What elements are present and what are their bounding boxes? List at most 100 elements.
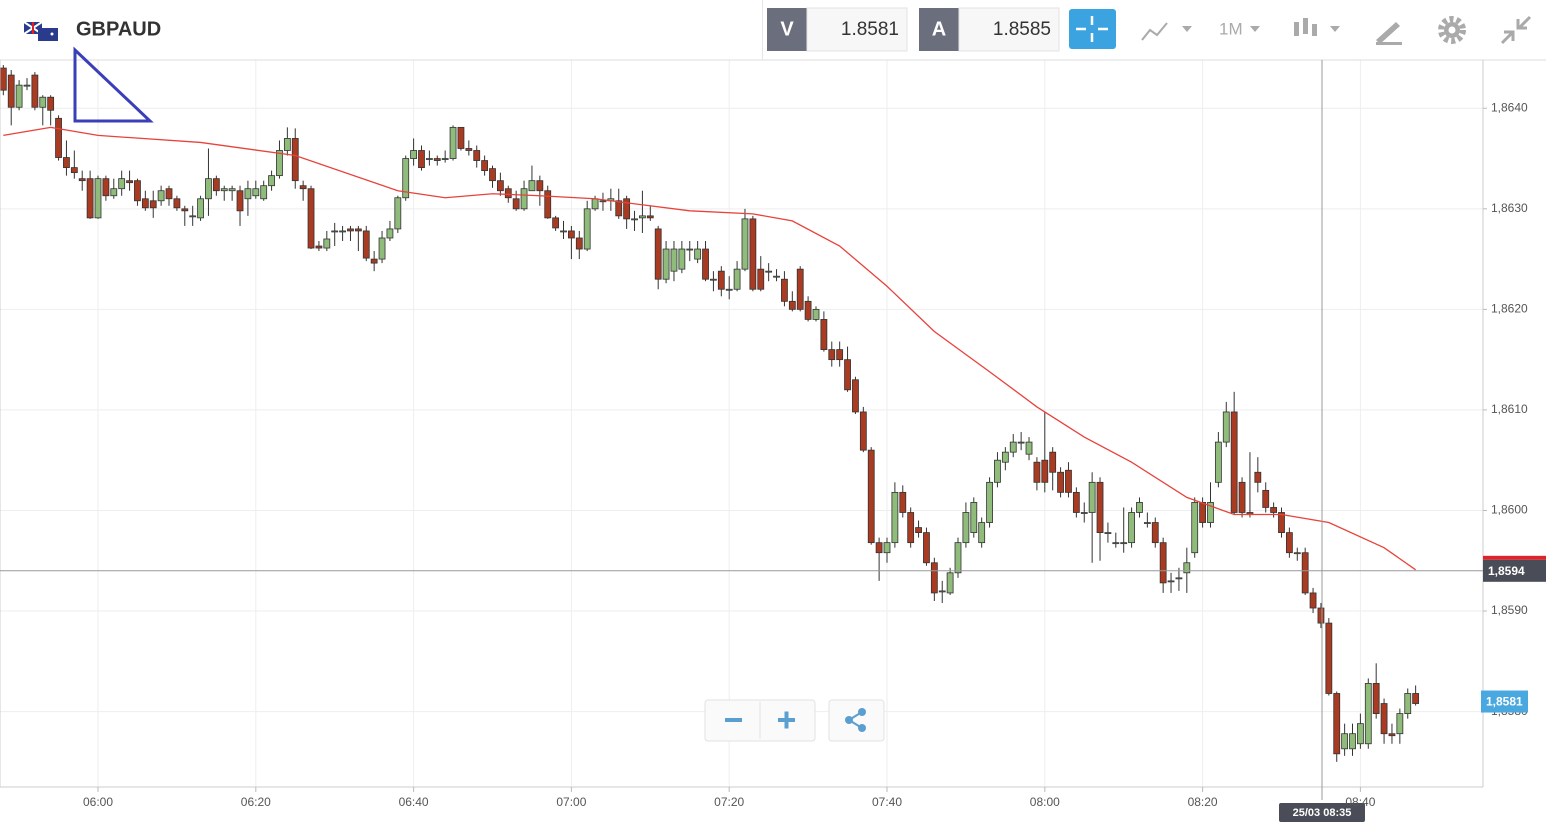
candle-body: [63, 157, 70, 168]
candle-body: [678, 248, 686, 270]
draw-tool-button[interactable]: [1376, 22, 1402, 45]
ask-badge[interactable]: [919, 8, 959, 51]
candle-body: [362, 230, 370, 259]
candle-body: [1412, 693, 1420, 704]
candle-body: [260, 185, 268, 200]
candle-body: [102, 178, 110, 197]
candle-body: [1285, 532, 1293, 554]
settings-button[interactable]: [1438, 16, 1466, 44]
ask-label: A: [932, 18, 946, 40]
candle-body: [710, 278, 717, 281]
candle-body: [86, 178, 94, 219]
crosshair-time-tag: [1279, 803, 1365, 822]
last-price: 1,8581: [1486, 695, 1523, 709]
candle-body: [386, 228, 394, 239]
bid-badge[interactable]: [767, 8, 807, 51]
candle-body: [1349, 733, 1356, 750]
candle-body: [1325, 622, 1333, 694]
candle-body: [891, 491, 899, 544]
candle-body: [765, 270, 773, 273]
candle-body: [94, 178, 102, 219]
candle-body: [23, 84, 31, 87]
candle-body: [528, 180, 536, 192]
candle-body: [323, 238, 331, 249]
candle-body: [852, 379, 859, 413]
candle-body: [749, 218, 757, 290]
candle-body: [788, 300, 796, 310]
collapse-button[interactable]: [1500, 15, 1532, 45]
candle-body: [536, 180, 544, 192]
bid-box: [806, 7, 908, 52]
crosshair-button[interactable]: [1069, 9, 1116, 49]
candle-body: [1317, 607, 1325, 624]
candle-body: [149, 200, 157, 209]
candle-body: [236, 190, 244, 212]
candle-style-button[interactable]: [1294, 18, 1340, 36]
candle-body: [583, 208, 591, 250]
x-tick-label: 06:40: [399, 795, 429, 809]
triangle-drawing[interactable]: [73, 46, 154, 123]
candle-body: [1270, 507, 1278, 513]
candle-body: [836, 349, 844, 361]
candle-body: [1009, 441, 1017, 453]
candle-body: [599, 200, 607, 203]
crosshair-time: 25/03 08:35: [1293, 807, 1352, 819]
candle-body: [662, 248, 670, 280]
candle-body: [552, 217, 560, 229]
y-tick-label: 1,8590: [1491, 603, 1528, 617]
candle-body: [907, 512, 915, 544]
candle-body: [291, 138, 299, 182]
candle-body: [1230, 411, 1238, 513]
candle-body: [276, 150, 283, 177]
crosshair-price: 1,8594: [1488, 564, 1525, 578]
candle-body: [496, 180, 504, 192]
candle-body: [1041, 459, 1049, 483]
candle-body: [1136, 502, 1143, 513]
y-tick-label: 1,8610: [1491, 402, 1528, 416]
candle-body: [773, 275, 780, 278]
candle-body: [575, 237, 583, 250]
candle-body: [1309, 592, 1317, 609]
candle-body: [157, 190, 165, 202]
zoom-out[interactable]: [725, 718, 742, 722]
candle-body: [141, 198, 149, 209]
candle-body: [560, 230, 567, 233]
moving-average: [3, 126, 1417, 571]
chart-type-button[interactable]: [1141, 22, 1192, 41]
candle-body: [757, 268, 765, 290]
candle-body: [0, 67, 7, 91]
x-tick-label: 07:00: [556, 795, 586, 809]
candle-body: [1372, 683, 1380, 714]
candle-body: [173, 198, 181, 209]
candle-body: [970, 502, 978, 534]
candle-body: [1357, 723, 1364, 745]
candle-body: [1380, 703, 1388, 735]
candle-body: [654, 228, 662, 280]
flag: [23, 21, 58, 41]
candle-body: [875, 542, 883, 554]
candle-body: [473, 150, 481, 161]
candle-body: [631, 218, 638, 221]
candle-body: [441, 158, 449, 160]
price-tag: [1483, 559, 1546, 582]
candle-body: [1262, 489, 1270, 508]
share-button[interactable]: [845, 708, 866, 732]
candle-body: [339, 230, 346, 233]
candle-body: [646, 215, 654, 219]
candle-body: [1199, 502, 1206, 523]
last-price-tag: [1481, 690, 1528, 713]
candle-body: [347, 228, 354, 232]
symbol: GBPAUD: [76, 18, 161, 40]
candle-body: [220, 188, 228, 192]
candle-body: [1183, 562, 1191, 574]
candle-body: [39, 96, 47, 108]
candle-body: [986, 481, 993, 523]
candle-body: [1175, 577, 1183, 580]
zoom-in[interactable]: [778, 711, 795, 729]
candle-body: [433, 158, 441, 161]
candle-body: [197, 198, 204, 219]
candle-body: [568, 230, 575, 239]
separator: [762, 0, 763, 60]
timeframe[interactable]: 1M: [1219, 19, 1243, 38]
candle-body: [1072, 491, 1080, 513]
